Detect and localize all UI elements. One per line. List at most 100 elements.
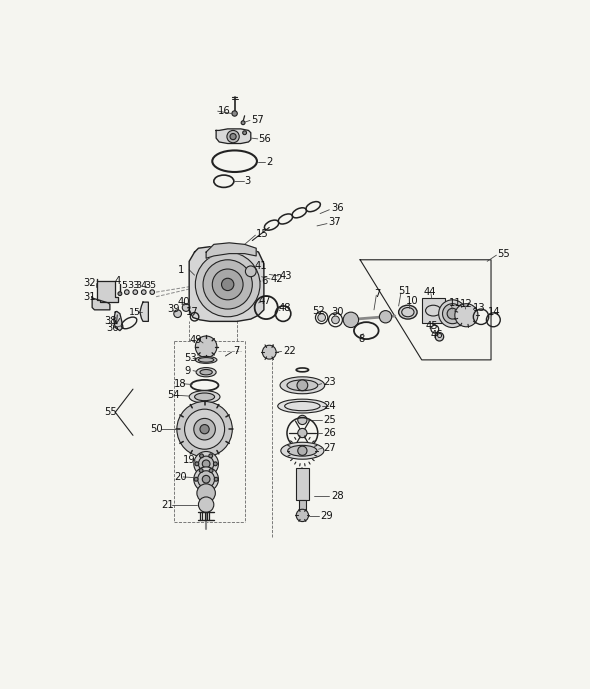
Polygon shape — [189, 247, 264, 321]
Circle shape — [221, 278, 234, 291]
Polygon shape — [97, 279, 117, 302]
Circle shape — [124, 290, 129, 294]
Text: 7: 7 — [374, 289, 381, 298]
Text: 27: 27 — [323, 444, 336, 453]
Text: 56: 56 — [258, 134, 271, 144]
Text: 6: 6 — [261, 276, 268, 287]
Circle shape — [200, 424, 209, 434]
Text: 28: 28 — [331, 491, 343, 501]
Circle shape — [214, 462, 217, 466]
Text: 24: 24 — [323, 401, 336, 411]
Text: 4: 4 — [114, 276, 121, 287]
Text: 9: 9 — [185, 366, 191, 376]
Text: 7: 7 — [233, 346, 240, 356]
Ellipse shape — [280, 377, 325, 393]
Text: 11: 11 — [448, 298, 461, 308]
Text: 31: 31 — [83, 291, 96, 302]
Text: 45: 45 — [425, 321, 438, 331]
Text: 51: 51 — [399, 285, 411, 296]
Circle shape — [182, 304, 190, 311]
Circle shape — [194, 451, 218, 476]
Circle shape — [133, 290, 137, 294]
Text: 41: 41 — [255, 261, 267, 271]
Text: 52: 52 — [312, 307, 325, 316]
Circle shape — [197, 484, 215, 502]
Ellipse shape — [198, 358, 214, 362]
Circle shape — [343, 312, 359, 327]
Text: 1: 1 — [178, 265, 184, 275]
Ellipse shape — [189, 391, 220, 403]
Text: 15: 15 — [129, 308, 141, 317]
Circle shape — [195, 252, 260, 317]
Circle shape — [198, 456, 214, 471]
Circle shape — [209, 454, 212, 457]
Ellipse shape — [195, 393, 215, 401]
Text: 15: 15 — [256, 229, 269, 239]
Circle shape — [198, 497, 214, 513]
Circle shape — [245, 266, 256, 277]
Circle shape — [177, 402, 232, 457]
Circle shape — [142, 290, 146, 294]
Circle shape — [199, 486, 203, 490]
Circle shape — [447, 308, 458, 319]
Circle shape — [298, 415, 307, 424]
Text: 34: 34 — [135, 280, 148, 289]
Circle shape — [194, 467, 218, 491]
Circle shape — [296, 509, 309, 522]
Text: 23: 23 — [323, 377, 336, 387]
Ellipse shape — [281, 442, 324, 459]
Circle shape — [318, 313, 326, 321]
Text: 35: 35 — [144, 280, 156, 289]
Circle shape — [263, 345, 276, 359]
Ellipse shape — [195, 356, 217, 363]
Polygon shape — [114, 311, 123, 331]
Circle shape — [174, 310, 182, 318]
Circle shape — [442, 304, 463, 324]
Text: 12: 12 — [460, 298, 473, 309]
Circle shape — [194, 477, 198, 481]
Text: 36: 36 — [106, 322, 119, 333]
Text: 43: 43 — [279, 271, 292, 281]
Text: 14: 14 — [488, 307, 500, 317]
Ellipse shape — [278, 399, 327, 413]
Text: 54: 54 — [168, 390, 181, 400]
Text: 55: 55 — [497, 249, 510, 258]
Polygon shape — [140, 302, 148, 321]
Circle shape — [203, 260, 253, 309]
Text: 38: 38 — [104, 316, 117, 327]
Circle shape — [379, 311, 392, 323]
Circle shape — [242, 131, 247, 134]
Text: 42: 42 — [271, 274, 283, 284]
Polygon shape — [216, 129, 251, 143]
Circle shape — [230, 134, 236, 140]
Circle shape — [209, 469, 213, 473]
Text: 13: 13 — [473, 302, 485, 313]
Circle shape — [199, 470, 204, 474]
Text: 55: 55 — [104, 407, 117, 418]
Circle shape — [202, 460, 210, 468]
Text: 21: 21 — [162, 500, 174, 510]
Circle shape — [202, 475, 210, 483]
Circle shape — [212, 269, 243, 300]
Circle shape — [241, 121, 245, 125]
Bar — [299, 500, 306, 511]
Circle shape — [209, 470, 212, 474]
Text: 50: 50 — [150, 424, 163, 434]
Ellipse shape — [288, 445, 317, 456]
Text: 5: 5 — [122, 280, 127, 289]
Bar — [422, 298, 445, 323]
Circle shape — [195, 462, 199, 466]
Text: 2: 2 — [266, 157, 273, 167]
Text: 47: 47 — [258, 296, 271, 307]
Text: 39: 39 — [168, 304, 181, 314]
Text: 26: 26 — [323, 428, 336, 438]
Text: 8: 8 — [359, 334, 365, 344]
Circle shape — [214, 477, 218, 481]
Text: 10: 10 — [407, 296, 419, 306]
Circle shape — [298, 446, 307, 455]
Ellipse shape — [399, 305, 417, 319]
Text: 16: 16 — [218, 106, 231, 116]
Circle shape — [118, 291, 122, 296]
Circle shape — [455, 304, 478, 327]
Text: 36: 36 — [331, 203, 343, 213]
